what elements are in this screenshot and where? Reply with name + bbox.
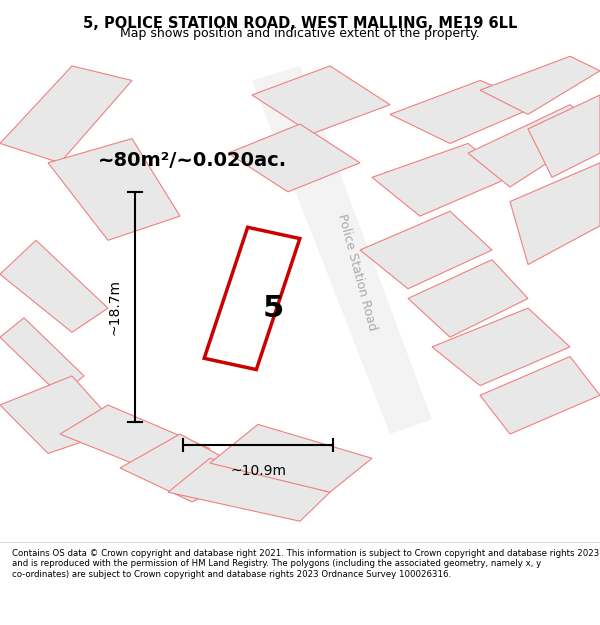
Polygon shape: [0, 240, 108, 332]
Polygon shape: [432, 308, 570, 386]
Polygon shape: [390, 81, 540, 143]
Polygon shape: [252, 66, 390, 134]
Polygon shape: [480, 356, 600, 434]
Polygon shape: [204, 228, 300, 369]
Polygon shape: [210, 424, 372, 493]
Polygon shape: [0, 318, 84, 396]
Text: Police Station Road: Police Station Road: [335, 212, 379, 332]
Polygon shape: [528, 95, 600, 178]
Polygon shape: [468, 104, 600, 187]
Polygon shape: [408, 260, 528, 338]
Polygon shape: [48, 139, 180, 240]
Text: Map shows position and indicative extent of the property.: Map shows position and indicative extent…: [120, 28, 480, 41]
Polygon shape: [480, 56, 600, 114]
Polygon shape: [510, 162, 600, 264]
Polygon shape: [252, 66, 432, 434]
Text: 5, POLICE STATION ROAD, WEST MALLING, ME19 6LL: 5, POLICE STATION ROAD, WEST MALLING, ME…: [83, 16, 517, 31]
Polygon shape: [0, 376, 120, 454]
Polygon shape: [228, 124, 360, 192]
Polygon shape: [0, 66, 132, 162]
Polygon shape: [120, 434, 252, 502]
Text: ~10.9m: ~10.9m: [230, 464, 286, 478]
Polygon shape: [360, 211, 492, 289]
Polygon shape: [168, 458, 330, 521]
Polygon shape: [372, 143, 510, 216]
Text: Contains OS data © Crown copyright and database right 2021. This information is : Contains OS data © Crown copyright and d…: [12, 549, 599, 579]
Text: ~18.7m: ~18.7m: [108, 279, 122, 335]
Text: 5: 5: [262, 294, 284, 322]
Text: ~80m²/~0.020ac.: ~80m²/~0.020ac.: [97, 151, 287, 170]
Polygon shape: [60, 405, 210, 478]
